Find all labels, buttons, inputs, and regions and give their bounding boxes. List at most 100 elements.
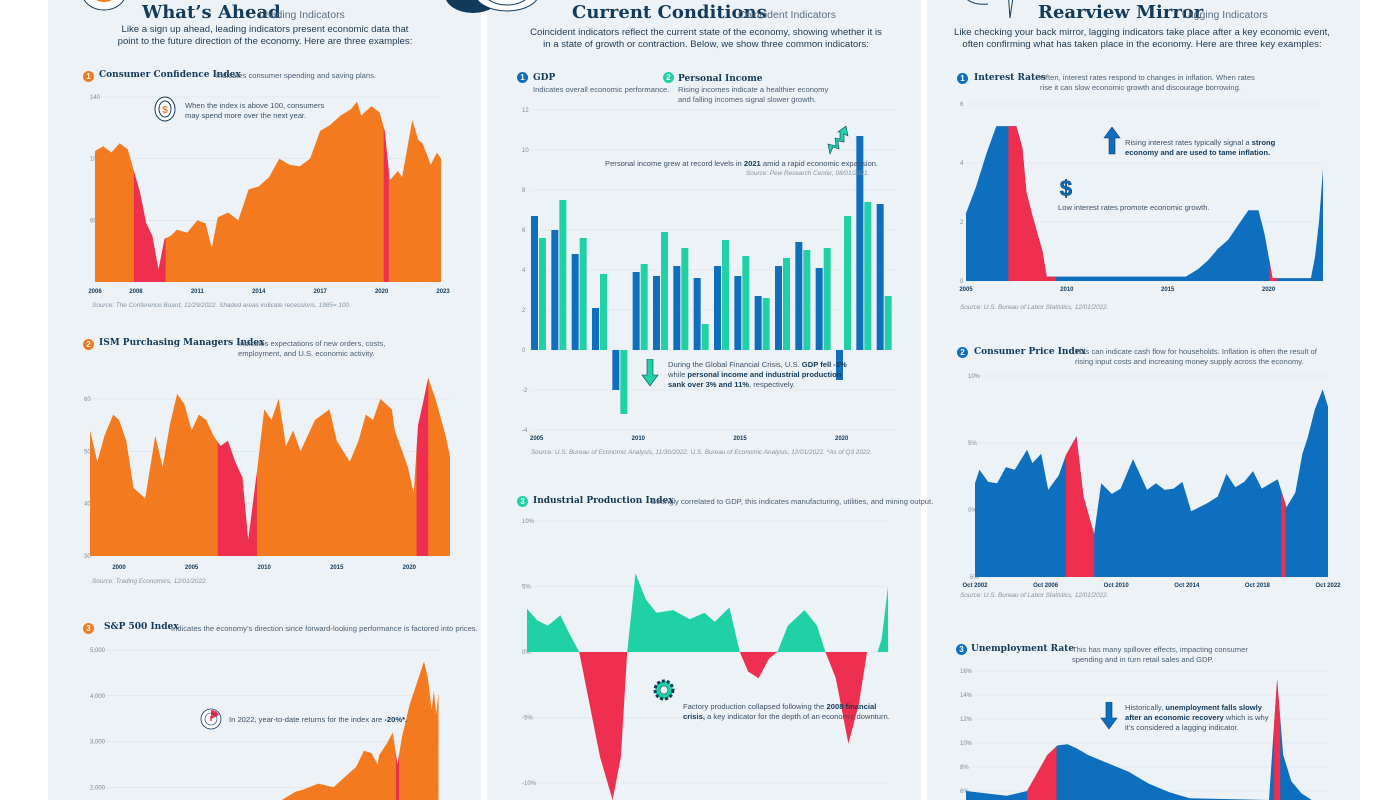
y-tick-label: -4 [522,428,528,434]
intro-line: Coincident indicators reflect the curren… [530,27,882,38]
y-tick-label: 30 [84,554,91,560]
bar-gdp-2015 [734,276,742,350]
bar-personal-income-2009 [620,350,628,414]
area-positive [527,573,888,652]
x-tick-label: Oct 2006 [1033,583,1059,589]
arrow-down-icon [1100,702,1118,730]
bar-gdp-2012 [673,266,681,350]
bar-gdp-2013 [693,278,701,350]
chart-title: Unemployment Rate [971,644,1075,654]
x-tick-label: 2015 [733,436,747,442]
arrow-up-zigzag-icon [827,126,849,156]
description-line: This can indicate cash flow for househol… [1075,347,1317,356]
annotation-line: after an economic recovery which is why [1125,713,1269,723]
y-tick-label: 3,000 [90,740,106,746]
y-tick-label: 5% [522,584,531,590]
bar-personal-income-2007 [579,238,587,350]
chart-source: Source: U.S. Bureau of Economic Analysis… [531,449,872,456]
y-tick-label: 4,000 [90,694,106,700]
bar-gdp-2017 [775,266,782,350]
y-tick-label: 2,000 [90,785,106,791]
y-tick-label: -5% [522,715,533,721]
bar-personal-income-2019 [823,248,831,350]
chart-description: This has many spillover effects, impacti… [1072,645,1248,665]
x-tick-label: Oct 2018 [1245,583,1271,589]
annotation-text: a key indicator for the depth of an econ… [704,712,890,721]
chart-annotation: Low interest rates promote economic grow… [1058,203,1210,212]
y-tick-label: 40 [84,502,91,508]
y-tick-label: -5% [968,575,979,581]
y-tick-label: 5% [968,441,977,447]
annotation-text: Personal income grew at record levels in [605,159,744,168]
rates-chart: 6 4 2 0 2005 2010 2015 2020 [959,102,1323,293]
annotation-highlight: -20%*. [384,715,408,724]
chart-annotation: Factory production collapsed following t… [683,702,890,722]
area-series [281,661,439,800]
chart-annotation: Historically, unemployment falls slowly … [1125,703,1269,733]
chart-description: Indicates the economy’s direction since … [171,624,478,633]
x-tick-label: 2006 [88,289,102,295]
number-badge: 1 [83,71,94,82]
bar-gdp-2005 [531,216,538,350]
chart-source: Source: Trading Economics, 12/01/2022. [92,578,208,585]
chart-title: Consumer Confidence Index [99,70,241,80]
chart-description: Indicates expectations of new orders, co… [238,339,385,359]
y-tick-label: 0 [960,279,964,285]
bar-gdp-2009 [612,350,620,390]
description-line: Indicates expectations of new orders, co… [238,339,386,348]
annotation-line: During the Global Financial Crisis, U.S.… [668,360,847,370]
intro-line: in a state of growth or contraction. Bel… [543,39,869,50]
section-title: Rearview Mirror [1038,2,1204,23]
number-badge: 3 [956,644,967,655]
dial-illustration-icon [446,0,538,13]
annotation-text: Rising interest rates typically signal a [1125,138,1252,147]
chart-title: Industrial Production Index [533,496,674,506]
chart-description: Indicates overall economic performance. [533,85,670,94]
y-tick-label: 4 [522,268,526,274]
annotation-highlight: after an economic recovery [1125,713,1224,722]
gear-icon [653,679,675,701]
annotation-text: Factory production collapsed following t… [683,702,827,711]
x-tick-label: 2000 [112,565,126,571]
section-title: What’s Ahead [142,2,281,23]
x-tick-label: Oct 2002 [962,583,988,589]
bar-personal-income-2021 [864,202,872,350]
x-tick-label: 2005 [530,436,544,442]
x-tick-label: 2020 [835,436,849,442]
number-badge: 1 [517,72,528,83]
annotation-line: while personal income and industrial pro… [668,370,847,380]
bar-personal-income-2013 [701,324,709,350]
annotation-source: Source: Pew Research Center, 08/01/2021. [746,170,870,177]
dollar-sign-icon: $ [1060,176,1073,200]
recession-shading [416,378,429,556]
annotation-text: In 2022, year-to-date returns for the in… [229,715,385,724]
chart-annotation: Personal income grew at record levels in… [605,159,878,169]
recession-shading [1269,261,1278,281]
description-line: rising input costs and increasing money … [1075,357,1304,366]
intro-line: point to the future direction of the eco… [117,36,413,47]
y-tick-label: 10% [960,741,973,747]
y-tick-label: 12% [960,717,973,723]
y-tick-label: 14% [960,693,973,699]
chart-source: Source: U.S. Bureau of Labor Statistics,… [960,304,1109,311]
x-tick-label: 2010 [258,565,272,571]
cpi-chart: 10% 5% 0% -5% Oct 2002 Oct 2006 Oct 2010 Oct 20… [962,374,1341,589]
annotation-line: it’s considered a lagging indicator. [1125,723,1239,732]
y-tick-label: 4 [960,161,964,167]
bar-personal-income-2014 [722,240,729,350]
number-badge: 2 [83,339,94,350]
x-tick-label: 2010 [632,436,646,442]
description-line: This has many spillover effects, impacti… [1072,645,1248,654]
chart-description: Indicates consumer spending and saving p… [216,71,376,80]
x-tick-label: 2023 [436,289,450,295]
area-series [966,126,1323,281]
annotation-line: sank over 3% and 11%, respectively. [668,380,847,390]
x-tick-label: 2015 [330,565,344,571]
bar-personal-income-2022* [884,296,892,350]
bar-gdp-2007 [571,254,579,350]
bar-gdp-2016 [754,296,762,350]
bar-gdp-2021 [856,136,864,350]
bar-gdp-2008 [592,308,599,350]
